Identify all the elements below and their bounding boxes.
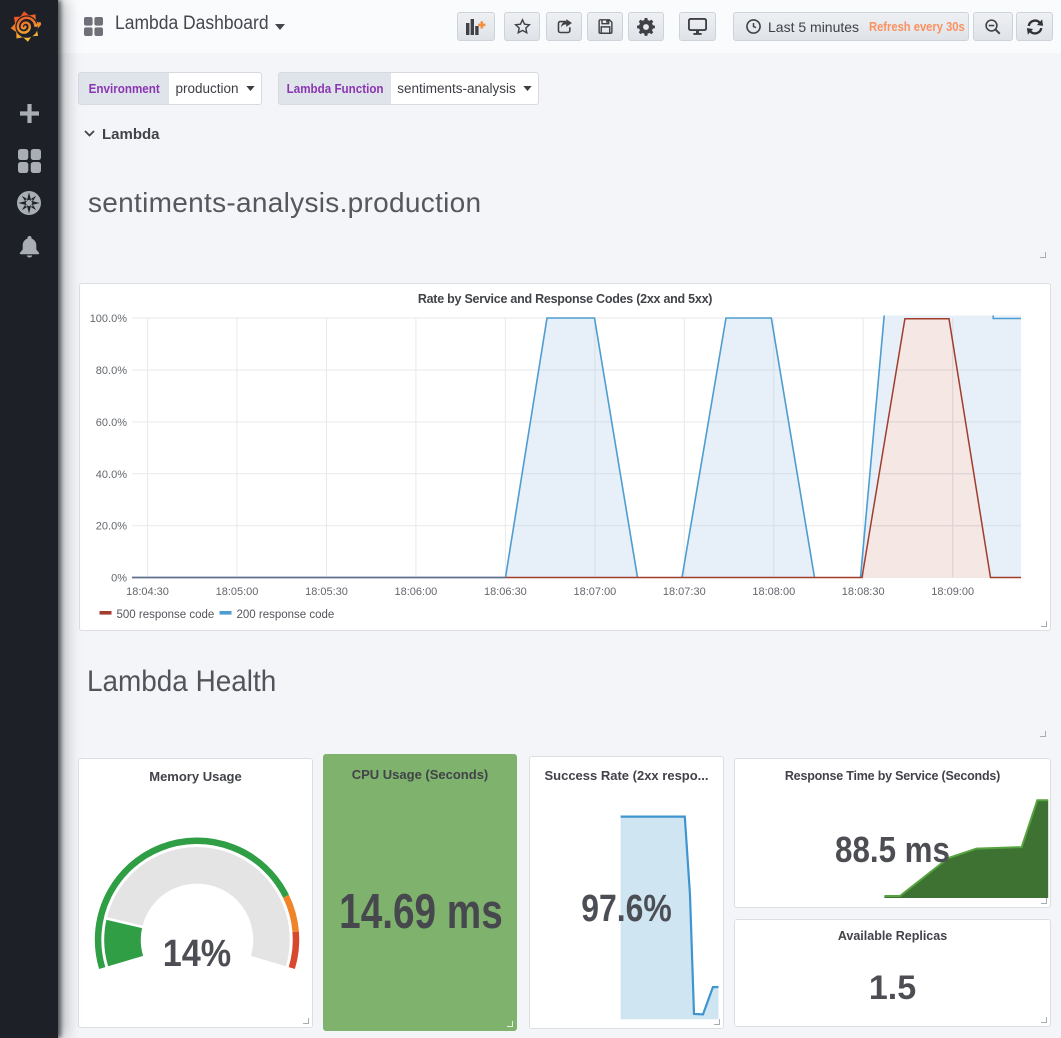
svg-text:20.0%: 20.0% xyxy=(96,521,127,533)
svg-text:18:09:00: 18:09:00 xyxy=(931,586,974,598)
svg-text:18:07:30: 18:07:30 xyxy=(663,586,706,598)
svg-text:60.0%: 60.0% xyxy=(96,417,127,429)
svg-text:18:04:30: 18:04:30 xyxy=(126,586,169,598)
svg-text:18:06:30: 18:06:30 xyxy=(484,586,527,598)
svg-text:500 response code: 500 response code xyxy=(117,609,215,621)
svg-text:100.0%: 100.0% xyxy=(90,313,128,325)
svg-text:18:07:00: 18:07:00 xyxy=(573,586,616,598)
svg-text:80.0%: 80.0% xyxy=(96,365,127,377)
svg-text:14%: 14% xyxy=(163,931,231,974)
svg-text:40.0%: 40.0% xyxy=(96,469,127,481)
svg-text:18:05:00: 18:05:00 xyxy=(216,586,259,598)
svg-text:18:08:00: 18:08:00 xyxy=(752,586,795,598)
svg-text:18:06:00: 18:06:00 xyxy=(394,586,437,598)
svg-text:18:05:30: 18:05:30 xyxy=(305,586,348,598)
svg-text:0%: 0% xyxy=(111,573,127,585)
svg-text:18:08:30: 18:08:30 xyxy=(842,586,885,598)
svg-text:200 response code: 200 response code xyxy=(237,609,335,621)
